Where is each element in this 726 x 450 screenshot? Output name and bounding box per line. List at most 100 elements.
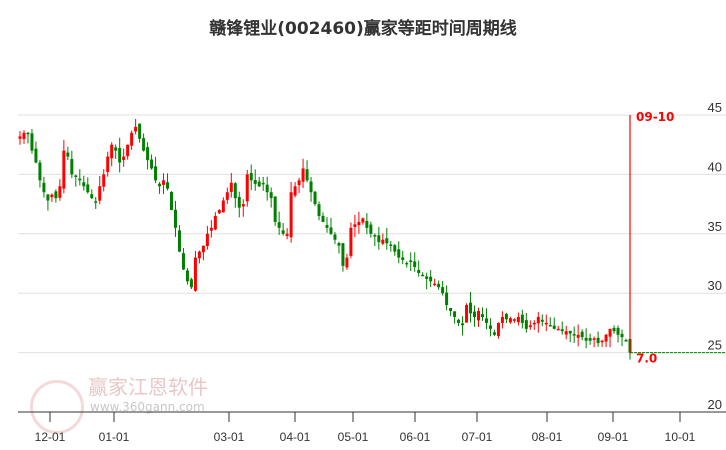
candle-body	[261, 182, 265, 185]
candle-body	[425, 276, 429, 279]
candle-body	[94, 201, 98, 203]
level-label: 7.0	[636, 352, 657, 366]
candle-body	[66, 152, 70, 157]
date-marker-label: 09-10	[636, 110, 674, 124]
candle-body	[185, 270, 189, 282]
candle-body	[520, 314, 524, 323]
candle-body	[473, 311, 477, 317]
candle-body	[26, 132, 30, 135]
candle-body	[86, 184, 90, 193]
x-tick-label: 08-01	[532, 430, 563, 444]
candle-body	[536, 316, 540, 324]
candle-body	[353, 224, 357, 227]
watermark-brand: 赢家江恩软件	[88, 375, 208, 399]
candle-body	[488, 325, 492, 329]
candle-body	[265, 184, 269, 193]
candle-body	[568, 330, 572, 334]
y-tick-label: 45	[708, 100, 722, 115]
candle-body	[329, 227, 333, 234]
candle-body	[273, 196, 277, 222]
candle-body	[289, 192, 293, 238]
candle-body	[54, 191, 58, 199]
candle-body	[600, 340, 604, 343]
candle-body	[269, 192, 273, 199]
x-tick-label: 12-01	[35, 430, 66, 444]
candle-body	[309, 181, 313, 193]
candle-body	[46, 194, 50, 201]
candle-body	[361, 218, 365, 223]
candle-body	[437, 283, 441, 288]
candle-body	[413, 261, 417, 268]
candle-body	[245, 174, 249, 202]
candle-body	[345, 257, 349, 268]
candle-body	[102, 174, 106, 187]
candle-body	[409, 260, 413, 262]
candle-body	[146, 147, 150, 161]
candle-body	[580, 331, 584, 338]
candle-body	[508, 318, 512, 323]
candle-body	[82, 182, 86, 187]
candle-body	[592, 338, 596, 340]
candle-body	[337, 243, 341, 246]
candle-body	[209, 227, 213, 231]
candle-body	[122, 156, 126, 160]
candle-body	[405, 262, 409, 265]
candle-body	[461, 323, 465, 326]
candle-body	[305, 169, 309, 181]
candle-body	[50, 194, 54, 198]
x-tick-label: 05-01	[338, 430, 369, 444]
candle-body	[62, 150, 66, 189]
candle-body	[130, 132, 134, 146]
candle-body	[397, 249, 401, 258]
y-tick-label: 25	[708, 338, 722, 353]
candle-body	[225, 192, 229, 200]
candle-body	[98, 186, 102, 201]
candle-body	[524, 320, 528, 329]
candle-body	[162, 180, 166, 185]
candle-body	[317, 204, 321, 216]
candle-body	[544, 322, 548, 325]
candle-body	[357, 221, 361, 226]
x-tick-label: 09-01	[598, 430, 629, 444]
candle-body	[457, 319, 461, 323]
candle-body	[114, 147, 118, 151]
candle-body	[616, 328, 620, 335]
candle-body	[441, 287, 445, 294]
candle-body	[540, 319, 544, 322]
candle-body	[221, 200, 225, 213]
x-tick-label: 07-01	[462, 430, 493, 444]
candle-body	[321, 215, 325, 222]
x-tick-label: 01-01	[99, 430, 130, 444]
candle-body	[241, 204, 245, 207]
candle-body	[596, 337, 600, 344]
x-tick-label: 06-01	[400, 430, 431, 444]
candle-body	[528, 325, 532, 328]
candle-body	[389, 244, 393, 246]
candle-body	[552, 325, 556, 329]
candle-body	[34, 148, 38, 163]
candle-body	[313, 191, 317, 205]
candle-body	[492, 332, 496, 335]
candle-body	[30, 133, 34, 151]
y-tick-label: 20	[708, 397, 722, 412]
candle-body	[445, 292, 449, 306]
candle-body	[429, 276, 433, 282]
candle-body	[138, 123, 142, 139]
candle-body	[608, 328, 612, 337]
candle-body	[170, 191, 174, 211]
candle-body	[433, 283, 437, 286]
candle-body	[385, 238, 389, 244]
watermark-url: www.360gann.com	[90, 400, 205, 414]
candle-body	[22, 132, 26, 140]
candle-body	[42, 182, 46, 193]
candle-body	[237, 197, 241, 208]
candle-body	[576, 334, 580, 338]
candle-body	[297, 180, 301, 186]
candle-body	[341, 243, 345, 266]
candle-body	[620, 333, 624, 338]
candle-body	[173, 209, 177, 228]
candle-body	[377, 235, 381, 243]
candle-body	[325, 225, 329, 228]
y-tick-label: 35	[708, 219, 722, 234]
candle-body	[349, 227, 353, 256]
